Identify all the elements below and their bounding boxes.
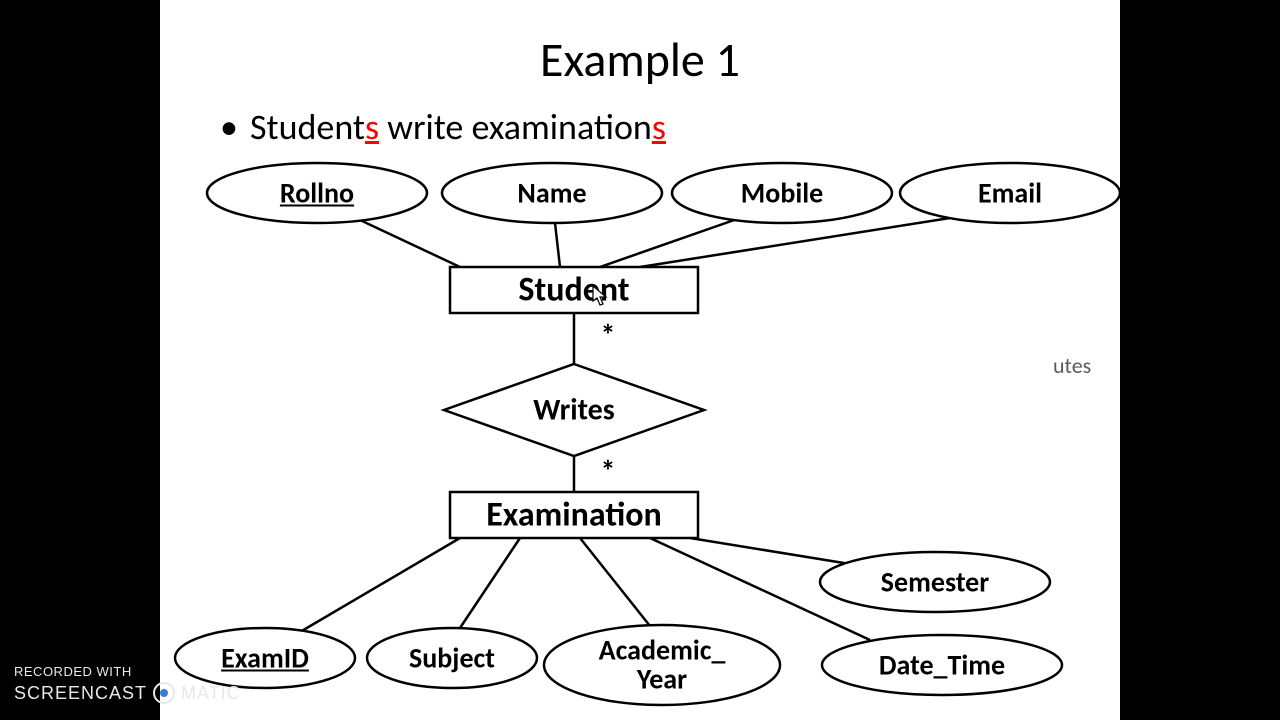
cardinality-1: *	[601, 454, 616, 491]
bullet-emph-1: s	[365, 105, 379, 149]
watermark-dot-icon	[153, 682, 175, 704]
entity-student: Student	[518, 270, 629, 311]
cardinality-0: *	[601, 318, 616, 355]
screencast-watermark: RECORDED WITH SCREENCAST MATIC	[14, 663, 241, 706]
attribute-email: Email	[978, 176, 1042, 211]
bullet-text-1: Student	[250, 105, 365, 149]
watermark-brand-1: SCREENCAST	[14, 681, 147, 706]
attribute-datetime: Date_Time	[879, 648, 1005, 683]
bullet-text-2: write examination	[379, 105, 652, 149]
stray-text: utes	[1053, 352, 1091, 379]
bullet-line: •Students write examinations	[220, 105, 666, 149]
watermark-line1: RECORDED WITH	[14, 663, 241, 681]
relationship-writes: Writes	[533, 392, 615, 429]
attribute-rollno: Rollno	[280, 176, 354, 211]
entity-examination: Examination	[486, 495, 662, 536]
bullet-marker: •	[220, 105, 250, 149]
attribute-acadyear: Academic_Year	[599, 636, 726, 695]
watermark-brand-2: MATIC	[181, 681, 241, 706]
attribute-name: Name	[517, 176, 586, 211]
attribute-subject: Subject	[409, 641, 495, 676]
bullet-emph-2: s	[652, 105, 666, 149]
slide-title: Example 1	[160, 30, 1120, 89]
attribute-semester: Semester	[881, 565, 989, 600]
attribute-mobile: Mobile	[741, 176, 823, 211]
slide-canvas: Example 1 •Students write examinations R…	[160, 0, 1120, 720]
